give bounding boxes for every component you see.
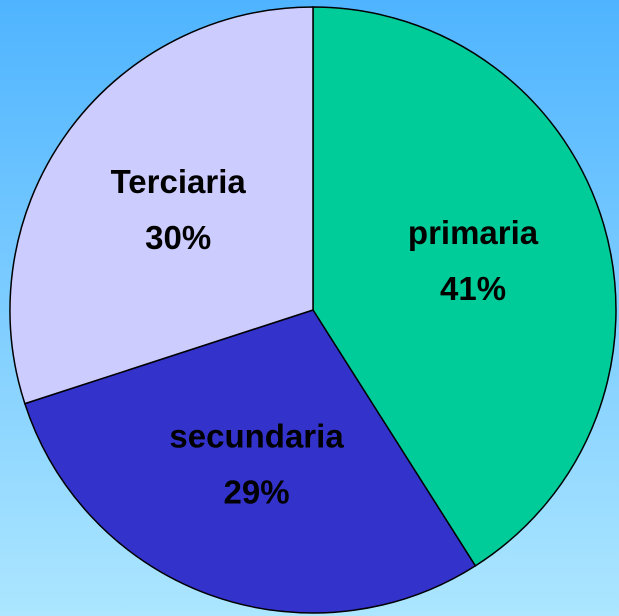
slice-label: secundaria [169, 418, 344, 455]
pie-slice [23, 309, 477, 614]
slice-value-label: 30% [145, 219, 211, 256]
slice-label: primaria [408, 214, 539, 251]
pie-slice [9, 6, 314, 405]
slice-label: Terciaria [111, 163, 247, 200]
slice-value-label: 41% [440, 270, 506, 307]
pie-slice [312, 6, 617, 567]
slice-value-label: 29% [224, 474, 290, 511]
